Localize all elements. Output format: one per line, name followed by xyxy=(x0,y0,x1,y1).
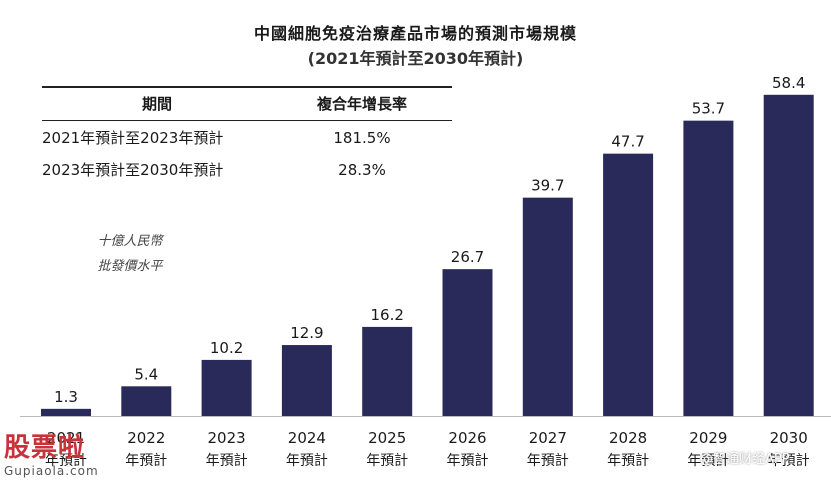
table-row: 2021年預計至2023年預計 181.5% xyxy=(42,121,452,154)
bar-2028 xyxy=(603,153,654,416)
site-logo: 股票啦 Gupiaola.com xyxy=(4,427,99,478)
data-label: 26.7 xyxy=(451,248,484,266)
x-tick-year: 2023 xyxy=(208,429,246,447)
data-label: 1.3 xyxy=(54,388,78,406)
bar-2025 xyxy=(362,326,413,416)
data-label: 12.9 xyxy=(290,324,323,342)
x-tick-year: 2030 xyxy=(770,429,808,447)
cagr-header-period: 期間 xyxy=(42,86,272,121)
unit-label: 十億人民幣 xyxy=(97,234,163,249)
x-tick-suffix: 年預計 xyxy=(366,453,408,469)
site-logo-url: Gupiaola.com xyxy=(4,464,99,478)
data-label: 58.4 xyxy=(772,74,805,92)
data-label: 53.7 xyxy=(692,100,725,118)
x-tick-year: 2028 xyxy=(609,429,647,447)
data-label: 16.2 xyxy=(370,306,403,324)
x-tick-suffix: 年預計 xyxy=(125,453,167,469)
data-label: 5.4 xyxy=(134,365,158,383)
cagr-table: 期間 複合年增長率 2021年預計至2023年預計 181.5% 2023年預計… xyxy=(42,86,452,185)
x-tick-suffix: 年預計 xyxy=(527,453,569,469)
cagr-header-rate: 複合年增長率 xyxy=(272,86,452,121)
data-label: 39.7 xyxy=(531,177,564,195)
cagr-rate-cell: 181.5% xyxy=(333,128,391,147)
corner-watermark: @智通财经APP xyxy=(700,452,790,467)
chart-title: 中國細胞免疫治療產品市場的預測市場規模 xyxy=(253,24,577,43)
x-tick-year: 2022 xyxy=(127,429,165,447)
chart-subtitle: (2021年預計至2030年預計) xyxy=(307,49,524,68)
x-tick-year: 2026 xyxy=(448,429,486,447)
bar-2027 xyxy=(522,197,573,416)
x-tick-year: 2021 xyxy=(47,429,85,447)
data-label: 47.7 xyxy=(611,133,644,151)
bar-2024 xyxy=(281,345,332,416)
x-tick-year: 2024 xyxy=(288,429,326,447)
bar-2029 xyxy=(683,120,734,417)
x-tick-suffix: 年預計 xyxy=(286,453,328,469)
x-tick-year: 2029 xyxy=(689,429,727,447)
bar-2023 xyxy=(201,359,252,416)
x-tick-year: 2025 xyxy=(368,429,406,447)
bar-2022 xyxy=(121,386,172,416)
site-logo-text: 股票啦 xyxy=(4,433,86,463)
unit-note: 批發價水平 xyxy=(97,259,163,274)
cagr-period-cell: 2021年預計至2023年預計 xyxy=(42,129,224,147)
bar-2021 xyxy=(41,408,91,416)
cagr-rate-cell: 28.3% xyxy=(338,160,386,179)
x-tick-suffix: 年預計 xyxy=(687,453,729,469)
x-tick-suffix: 年預計 xyxy=(45,453,87,469)
x-tick-suffix: 年預計 xyxy=(607,453,649,469)
x-tick-suffix: 年預計 xyxy=(447,453,489,469)
bar-2026 xyxy=(442,269,493,416)
bar-2030 xyxy=(763,94,814,417)
cagr-period-cell: 2023年預計至2030年預計 xyxy=(42,161,224,179)
cagr-table-header: 期間 複合年增長率 xyxy=(42,86,452,121)
x-tick-suffix: 年預計 xyxy=(206,453,248,469)
x-tick-suffix: 年預計 xyxy=(768,453,810,469)
x-tick-year: 2027 xyxy=(529,429,567,447)
data-label: 10.2 xyxy=(210,339,243,357)
table-row: 2023年預計至2030年預計 28.3% xyxy=(42,153,452,185)
